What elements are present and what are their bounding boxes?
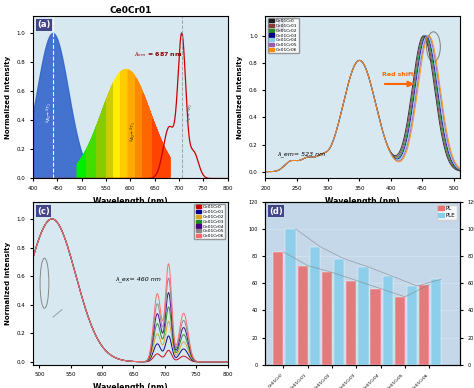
Bar: [358, 267, 368, 365]
Text: λ_em= 523 nm: λ_em= 523 nm: [277, 152, 325, 158]
Y-axis label: Normalized intensity: Normalized intensity: [5, 55, 11, 139]
Text: (c): (c): [37, 207, 50, 216]
Text: $^4A_2 \rightarrow ^4T_1$: $^4A_2 \rightarrow ^4T_1$: [128, 121, 138, 142]
Text: $^4A_2 \rightarrow ^4T_1$: $^4A_2 \rightarrow ^4T_1$: [44, 102, 54, 123]
Text: (d): (d): [269, 207, 283, 216]
Bar: [298, 266, 308, 365]
Legend: PL, PLE: PL, PLE: [437, 204, 457, 220]
Legend: Ce01Cr0, Ce01Cr01, Ce01Cr02, Ce01Cr03, Ce01Cr04, Ce01Cr05, Ce01Cr06: Ce01Cr0, Ce01Cr01, Ce01Cr02, Ce01Cr03, C…: [194, 204, 225, 239]
Text: (a): (a): [37, 21, 50, 29]
Text: $\lambda_{em}$ = 687 nm: $\lambda_{em}$ = 687 nm: [134, 50, 182, 59]
Y-axis label: Normalized intensity: Normalized intensity: [237, 55, 244, 139]
Bar: [285, 229, 296, 365]
Text: λ_ex= 460 nm: λ_ex= 460 nm: [115, 276, 161, 282]
Text: $^2E \rightarrow ^4A_2$: $^2E \rightarrow ^4A_2$: [185, 104, 194, 123]
Legend: Ce01Cr0, Ce01Cr01, Ce01Cr02, Ce01Cr03, Ce01Cr04, Ce01Cr05, Ce01Cr06: Ce01Cr0, Ce01Cr01, Ce01Cr02, Ce01Cr03, C…: [268, 18, 299, 53]
Bar: [273, 252, 283, 365]
Bar: [322, 272, 332, 365]
X-axis label: Wavelength (nm): Wavelength (nm): [93, 197, 168, 206]
Bar: [334, 259, 344, 365]
Bar: [371, 289, 381, 365]
Bar: [395, 297, 405, 365]
Bar: [431, 279, 441, 365]
X-axis label: Wavelength (nm): Wavelength (nm): [325, 197, 400, 206]
Bar: [310, 247, 320, 365]
Bar: [346, 281, 356, 365]
Text: (b): (b): [269, 21, 283, 29]
Title: Ce0Cr01: Ce0Cr01: [109, 6, 152, 15]
Y-axis label: Normalized intensity: Normalized intensity: [5, 242, 11, 325]
Bar: [407, 286, 417, 365]
Text: Red shift: Red shift: [382, 72, 414, 77]
Bar: [383, 276, 393, 365]
Bar: [419, 285, 429, 365]
X-axis label: Wavelength (nm): Wavelength (nm): [93, 383, 168, 388]
